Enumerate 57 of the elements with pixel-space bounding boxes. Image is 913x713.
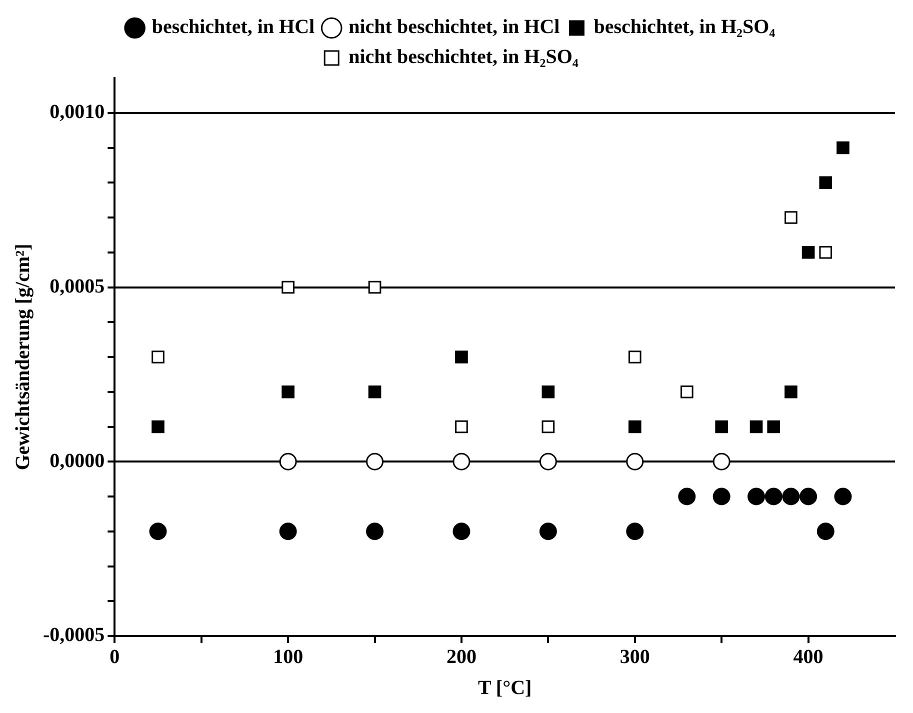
- point: [628, 350, 642, 364]
- point: [282, 385, 294, 398]
- x-tick-label: 0: [110, 646, 120, 668]
- point: [678, 488, 696, 506]
- point: [279, 522, 297, 540]
- point: [542, 420, 555, 434]
- point: [539, 452, 557, 470]
- point: [784, 385, 798, 398]
- x-axis-title: T [°C]: [478, 677, 532, 700]
- point: [279, 452, 297, 470]
- point: [782, 488, 800, 506]
- point: [368, 280, 382, 294]
- legend-label: beschichtet, in H₂SO₄: [594, 16, 776, 38]
- y-tick-label: 0,0005: [50, 275, 105, 298]
- point: [152, 420, 164, 434]
- x-tick-label: 400: [793, 646, 824, 668]
- point: [368, 385, 382, 398]
- x-tick-label: 300: [620, 646, 650, 668]
- point: [455, 420, 468, 434]
- point: [712, 488, 730, 506]
- legend-label: beschichtet, in HCl: [152, 16, 316, 38]
- point: [748, 488, 766, 506]
- point: [680, 385, 694, 398]
- point: [539, 522, 557, 540]
- point: [834, 488, 852, 506]
- point: [152, 350, 164, 364]
- point: [784, 211, 798, 224]
- point: [366, 522, 384, 540]
- point: [452, 452, 470, 470]
- point: [712, 452, 730, 470]
- point: [626, 522, 644, 540]
- point: [542, 385, 555, 398]
- point: [149, 522, 167, 540]
- point: [452, 522, 470, 540]
- legend-label: nicht beschichtet, in H₂SO₄: [348, 46, 578, 68]
- point: [628, 420, 642, 434]
- point: [282, 280, 294, 294]
- point: [715, 420, 728, 434]
- point: [767, 420, 780, 434]
- point: [455, 350, 468, 364]
- point: [764, 488, 782, 506]
- point: [802, 246, 815, 259]
- point: [366, 452, 384, 470]
- point: [819, 176, 832, 190]
- point: [626, 452, 644, 470]
- y-tick-label: -0,0005: [42, 624, 105, 646]
- y-axis-title: Gewichtsänderung [g/cm²]: [12, 244, 34, 470]
- y-tick-label: 0,0010: [50, 101, 105, 124]
- point: [816, 522, 834, 540]
- point: [750, 420, 763, 434]
- point: [836, 141, 850, 154]
- y-tick-label: 0,0000: [50, 450, 105, 472]
- point: [800, 488, 818, 506]
- x-tick-label: 100: [273, 646, 304, 668]
- x-tick-label: 200: [446, 646, 476, 668]
- point: [819, 246, 832, 259]
- legend-label: nicht beschichtet, in HCl: [348, 16, 560, 38]
